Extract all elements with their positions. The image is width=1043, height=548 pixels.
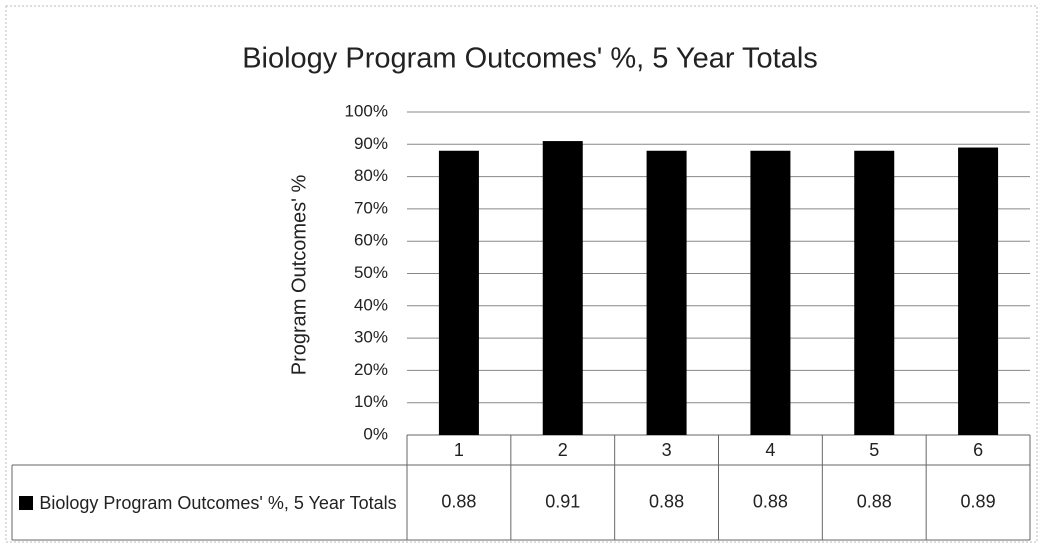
y-axis-label: Program Outcomes' % <box>288 175 310 376</box>
bar <box>542 141 583 435</box>
x-tick-label: 4 <box>765 440 775 460</box>
x-tick-label: 6 <box>973 440 983 460</box>
table-value: 0.88 <box>753 491 788 511</box>
legend-label: Biology Program Outcomes' %, 5 Year Tota… <box>39 493 397 513</box>
bar <box>854 150 895 435</box>
x-tick-label: 5 <box>869 440 879 460</box>
x-tick-label: 2 <box>558 440 568 460</box>
y-tick-label: 50% <box>354 263 388 282</box>
bar <box>958 147 999 435</box>
table-value: 0.88 <box>857 491 892 511</box>
y-tick-label: 40% <box>354 295 388 314</box>
y-tick-label: 100% <box>345 101 388 120</box>
table-value: 0.88 <box>441 491 476 511</box>
y-tick-label: 90% <box>354 134 388 153</box>
table-value: 0.88 <box>649 491 684 511</box>
chart-title: Biology Program Outcomes' %, 5 Year Tota… <box>242 43 818 75</box>
y-tick-label: 80% <box>354 166 388 185</box>
y-tick-label: 20% <box>354 360 388 379</box>
y-tick-label: 70% <box>354 198 388 217</box>
legend-entry: Biology Program Outcomes' %, 5 Year Tota… <box>19 491 397 515</box>
legend-swatch <box>19 496 34 510</box>
bar <box>750 150 791 435</box>
x-tick-label: 3 <box>662 440 672 460</box>
y-tick-label: 30% <box>354 328 388 347</box>
table-value: 0.89 <box>961 491 996 511</box>
y-tick-label: 60% <box>354 231 388 250</box>
legend: Biology Program Outcomes' %, 5 Year Tota… <box>14 468 402 538</box>
y-tick-label: 10% <box>354 392 388 411</box>
y-tick-label: 0% <box>363 424 388 443</box>
bar <box>646 150 687 435</box>
chart-border <box>5 5 1038 543</box>
x-tick-label: 1 <box>454 440 464 460</box>
table-value: 0.91 <box>545 491 580 511</box>
bar <box>438 150 479 435</box>
